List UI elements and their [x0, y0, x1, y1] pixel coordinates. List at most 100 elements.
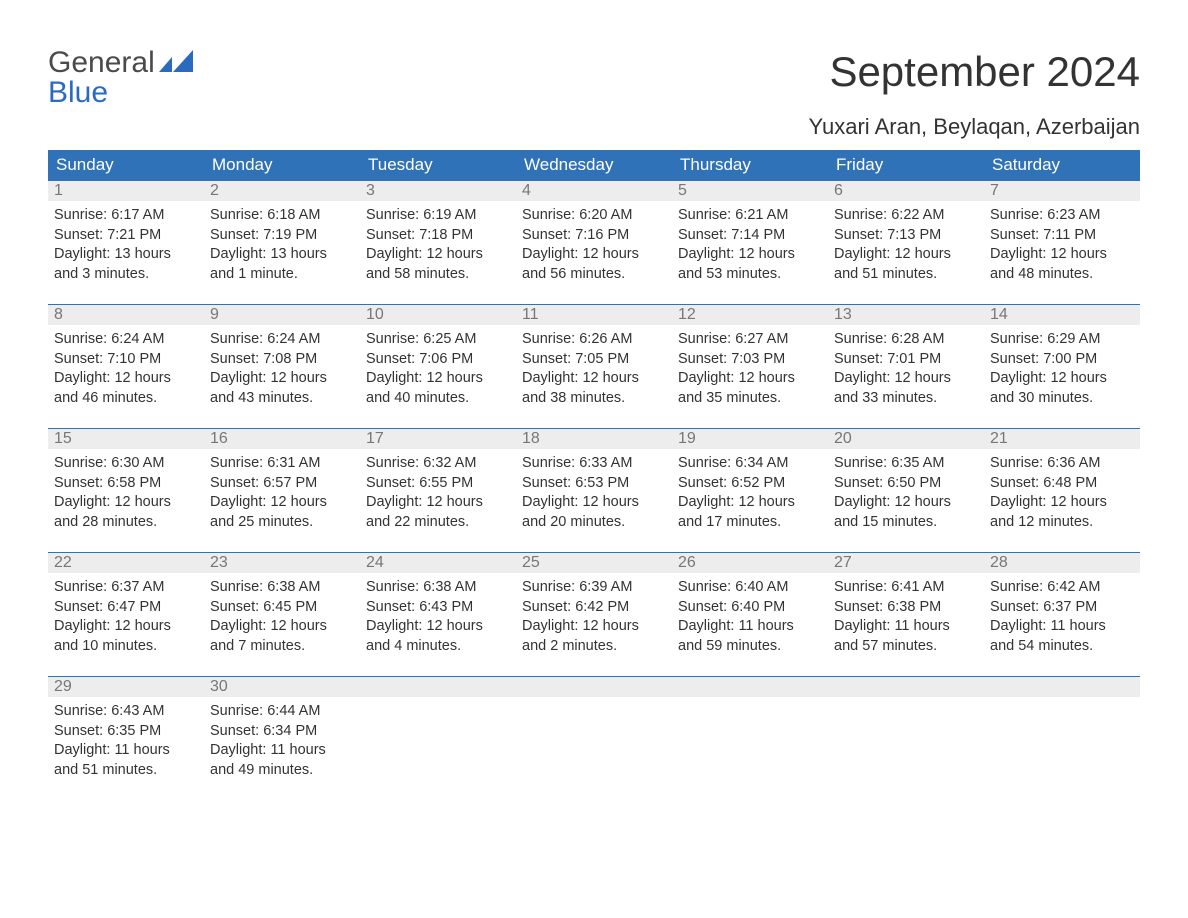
sunrise-line: Sunrise: 6:24 AM	[210, 330, 354, 350]
daylight-line-2: and 57 minutes.	[834, 637, 978, 657]
daylight-line-2: and 25 minutes.	[210, 513, 354, 533]
daylight-line-2: and 3 minutes.	[54, 265, 198, 285]
daylight-line-1: Daylight: 11 hours	[990, 617, 1134, 637]
day-number: 10	[360, 304, 516, 325]
day-number	[672, 676, 828, 697]
weeks-container: 1Sunrise: 6:17 AMSunset: 7:21 PMDaylight…	[48, 180, 1140, 800]
daylight-line-2: and 28 minutes.	[54, 513, 198, 533]
day-cell: 6Sunrise: 6:22 AMSunset: 7:13 PMDaylight…	[828, 180, 984, 304]
daylight-line-2: and 17 minutes.	[678, 513, 822, 533]
month-title: September 2024	[829, 48, 1140, 96]
daylight-line-2: and 54 minutes.	[990, 637, 1134, 657]
daylight-line-2: and 38 minutes.	[522, 389, 666, 409]
day-content: Sunrise: 6:23 AMSunset: 7:11 PMDaylight:…	[984, 201, 1140, 298]
week-row: 15Sunrise: 6:30 AMSunset: 6:58 PMDayligh…	[48, 428, 1140, 552]
sunrise-line: Sunrise: 6:18 AM	[210, 206, 354, 226]
sunrise-line: Sunrise: 6:23 AM	[990, 206, 1134, 226]
day-content: Sunrise: 6:29 AMSunset: 7:00 PMDaylight:…	[984, 325, 1140, 422]
sunset-line: Sunset: 7:00 PM	[990, 350, 1134, 370]
sunrise-line: Sunrise: 6:28 AM	[834, 330, 978, 350]
day-content: Sunrise: 6:36 AMSunset: 6:48 PMDaylight:…	[984, 449, 1140, 546]
sunrise-line: Sunrise: 6:19 AM	[366, 206, 510, 226]
daylight-line-2: and 2 minutes.	[522, 637, 666, 657]
daylight-line-2: and 49 minutes.	[210, 761, 354, 781]
day-content: Sunrise: 6:38 AMSunset: 6:45 PMDaylight:…	[204, 573, 360, 670]
weekday-header-cell: Sunday	[48, 150, 204, 180]
day-content: Sunrise: 6:18 AMSunset: 7:19 PMDaylight:…	[204, 201, 360, 298]
day-cell: 16Sunrise: 6:31 AMSunset: 6:57 PMDayligh…	[204, 428, 360, 552]
day-number: 16	[204, 428, 360, 449]
sunrise-line: Sunrise: 6:38 AM	[210, 578, 354, 598]
day-content: Sunrise: 6:26 AMSunset: 7:05 PMDaylight:…	[516, 325, 672, 422]
day-cell: 11Sunrise: 6:26 AMSunset: 7:05 PMDayligh…	[516, 304, 672, 428]
sunrise-line: Sunrise: 6:25 AM	[366, 330, 510, 350]
weekday-header-cell: Wednesday	[516, 150, 672, 180]
daylight-line-1: Daylight: 12 hours	[522, 617, 666, 637]
day-cell: 19Sunrise: 6:34 AMSunset: 6:52 PMDayligh…	[672, 428, 828, 552]
day-cell: 30Sunrise: 6:44 AMSunset: 6:34 PMDayligh…	[204, 676, 360, 800]
daylight-line-2: and 48 minutes.	[990, 265, 1134, 285]
sunset-line: Sunset: 6:55 PM	[366, 474, 510, 494]
sunrise-line: Sunrise: 6:35 AM	[834, 454, 978, 474]
daylight-line-1: Daylight: 11 hours	[54, 741, 198, 761]
sunrise-line: Sunrise: 6:20 AM	[522, 206, 666, 226]
daylight-line-2: and 4 minutes.	[366, 637, 510, 657]
sunset-line: Sunset: 6:50 PM	[834, 474, 978, 494]
day-cell: 10Sunrise: 6:25 AMSunset: 7:06 PMDayligh…	[360, 304, 516, 428]
daylight-line-2: and 58 minutes.	[366, 265, 510, 285]
day-number: 19	[672, 428, 828, 449]
day-number: 25	[516, 552, 672, 573]
sunset-line: Sunset: 6:48 PM	[990, 474, 1134, 494]
sunrise-line: Sunrise: 6:22 AM	[834, 206, 978, 226]
day-number: 11	[516, 304, 672, 325]
sunrise-line: Sunrise: 6:44 AM	[210, 702, 354, 722]
sunset-line: Sunset: 6:37 PM	[990, 598, 1134, 618]
sunset-line: Sunset: 7:03 PM	[678, 350, 822, 370]
day-cell: 21Sunrise: 6:36 AMSunset: 6:48 PMDayligh…	[984, 428, 1140, 552]
day-number: 18	[516, 428, 672, 449]
day-number: 30	[204, 676, 360, 697]
daylight-line-2: and 51 minutes.	[54, 761, 198, 781]
daylight-line-1: Daylight: 12 hours	[522, 493, 666, 513]
daylight-line-1: Daylight: 12 hours	[210, 617, 354, 637]
week-row: 29Sunrise: 6:43 AMSunset: 6:35 PMDayligh…	[48, 676, 1140, 800]
day-content: Sunrise: 6:25 AMSunset: 7:06 PMDaylight:…	[360, 325, 516, 422]
day-cell: 8Sunrise: 6:24 AMSunset: 7:10 PMDaylight…	[48, 304, 204, 428]
sunset-line: Sunset: 7:01 PM	[834, 350, 978, 370]
day-content: Sunrise: 6:30 AMSunset: 6:58 PMDaylight:…	[48, 449, 204, 546]
day-number: 22	[48, 552, 204, 573]
day-content: Sunrise: 6:35 AMSunset: 6:50 PMDaylight:…	[828, 449, 984, 546]
day-cell: 2Sunrise: 6:18 AMSunset: 7:19 PMDaylight…	[204, 180, 360, 304]
day-content: Sunrise: 6:31 AMSunset: 6:57 PMDaylight:…	[204, 449, 360, 546]
day-cell: 20Sunrise: 6:35 AMSunset: 6:50 PMDayligh…	[828, 428, 984, 552]
day-cell: 14Sunrise: 6:29 AMSunset: 7:00 PMDayligh…	[984, 304, 1140, 428]
day-number: 1	[48, 180, 204, 201]
day-number: 4	[516, 180, 672, 201]
daylight-line-2: and 20 minutes.	[522, 513, 666, 533]
day-cell: 4Sunrise: 6:20 AMSunset: 7:16 PMDaylight…	[516, 180, 672, 304]
day-cell: 1Sunrise: 6:17 AMSunset: 7:21 PMDaylight…	[48, 180, 204, 304]
daylight-line-1: Daylight: 12 hours	[834, 245, 978, 265]
daylight-line-2: and 46 minutes.	[54, 389, 198, 409]
daylight-line-1: Daylight: 13 hours	[54, 245, 198, 265]
daylight-line-1: Daylight: 11 hours	[678, 617, 822, 637]
day-number	[516, 676, 672, 697]
day-content: Sunrise: 6:27 AMSunset: 7:03 PMDaylight:…	[672, 325, 828, 422]
day-cell: 28Sunrise: 6:42 AMSunset: 6:37 PMDayligh…	[984, 552, 1140, 676]
day-cell	[984, 676, 1140, 800]
day-content: Sunrise: 6:41 AMSunset: 6:38 PMDaylight:…	[828, 573, 984, 670]
sunset-line: Sunset: 7:11 PM	[990, 226, 1134, 246]
sunset-line: Sunset: 7:13 PM	[834, 226, 978, 246]
day-cell: 27Sunrise: 6:41 AMSunset: 6:38 PMDayligh…	[828, 552, 984, 676]
sunset-line: Sunset: 6:34 PM	[210, 722, 354, 742]
sunset-line: Sunset: 6:58 PM	[54, 474, 198, 494]
day-cell: 24Sunrise: 6:38 AMSunset: 6:43 PMDayligh…	[360, 552, 516, 676]
sunset-line: Sunset: 6:40 PM	[678, 598, 822, 618]
daylight-line-2: and 7 minutes.	[210, 637, 354, 657]
logo-word-1: General	[48, 48, 155, 78]
sunset-line: Sunset: 6:45 PM	[210, 598, 354, 618]
day-content: Sunrise: 6:19 AMSunset: 7:18 PMDaylight:…	[360, 201, 516, 298]
weekday-header-cell: Tuesday	[360, 150, 516, 180]
sunset-line: Sunset: 7:14 PM	[678, 226, 822, 246]
day-content: Sunrise: 6:28 AMSunset: 7:01 PMDaylight:…	[828, 325, 984, 422]
